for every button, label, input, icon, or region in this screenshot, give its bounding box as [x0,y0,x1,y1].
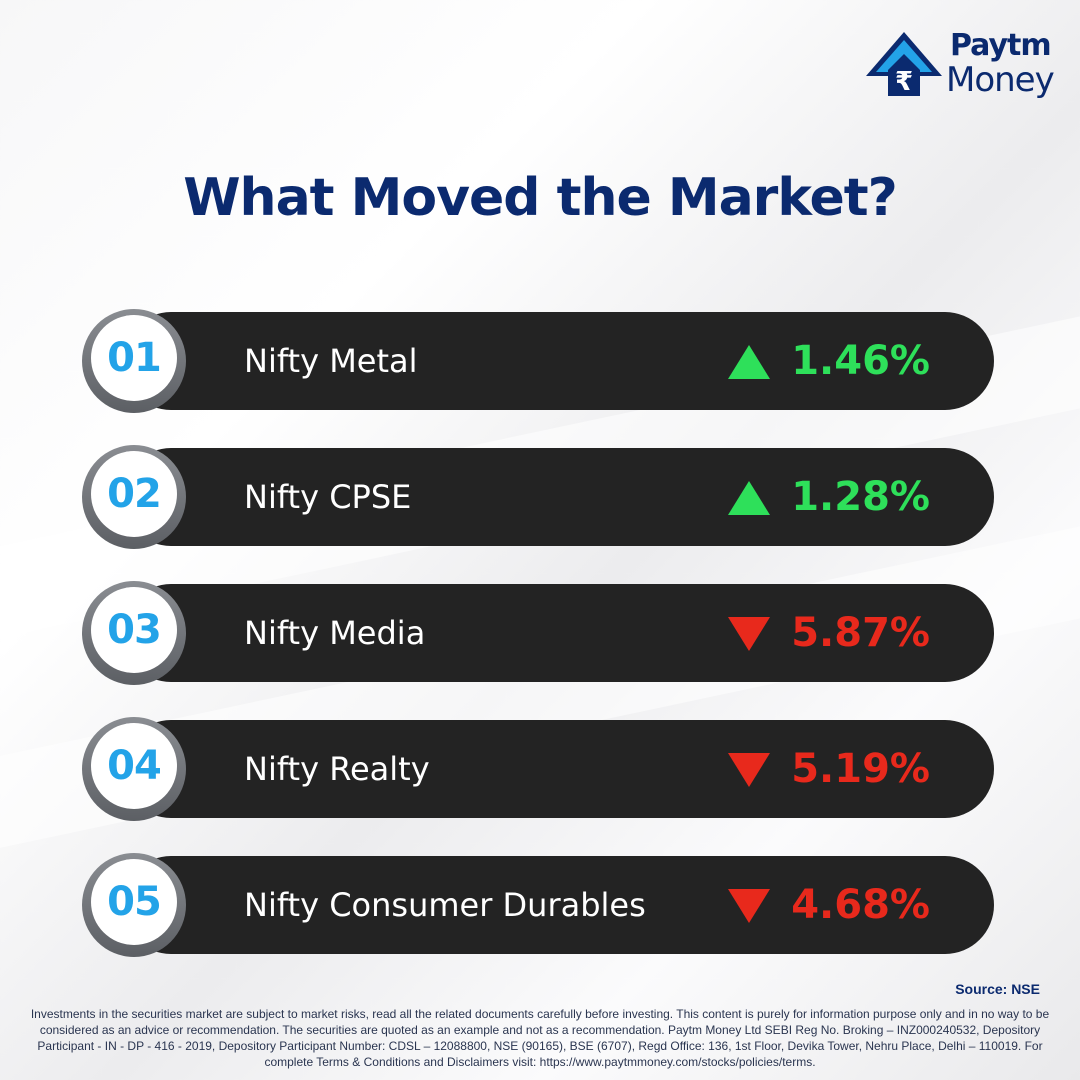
up-arrow-icon [728,481,770,515]
rank-number: 02 [91,451,177,537]
rank-number: 04 [91,723,177,809]
change-value: 1.46% [791,338,930,384]
change-value: 5.19% [791,746,930,792]
list-item: 05 Nifty Consumer Durables 4.68% [82,853,994,957]
index-name: Nifty Metal [244,342,418,380]
change-value: 1.28% [791,474,930,520]
rank-badge: 04 [82,717,186,821]
row-bar [122,448,994,546]
row-bar [122,856,994,954]
index-name: Nifty Consumer Durables [244,886,646,924]
down-arrow-icon [728,617,770,651]
rank-badge: 02 [82,445,186,549]
down-arrow-icon [728,753,770,787]
rupee-roof-icon: ₹ [866,32,942,97]
page-title: What Moved the Market? [183,168,898,228]
rank-badge: 05 [82,853,186,957]
brand-name-bottom: Money [946,60,1055,100]
disclaimer-text: Investments in the securities market are… [30,1007,1050,1069]
index-name: Nifty Media [244,614,426,652]
list-item: 01 Nifty Metal 1.46% [82,309,994,413]
list-item: 04 Nifty Realty 5.19% [82,717,994,821]
rank-number: 05 [91,859,177,945]
rank-number: 03 [91,587,177,673]
list-item: 03 Nifty Media 5.87% [82,581,994,685]
row-bar [122,584,994,682]
down-arrow-icon [728,889,770,923]
source-note: Source: NSE [955,981,1040,997]
change-value: 4.68% [791,882,930,928]
rank-badge: 03 [82,581,186,685]
list-item: 02 Nifty CPSE 1.28% [82,445,994,549]
change-value: 5.87% [791,610,930,656]
svg-text:₹: ₹ [895,67,913,97]
brand-name-top: Paytm [950,28,1052,63]
rank-number: 01 [91,315,177,401]
up-arrow-icon [728,345,770,379]
rank-badge: 01 [82,309,186,413]
row-bar [122,312,994,410]
row-bar [122,720,994,818]
index-name: Nifty CPSE [244,478,412,516]
paytm-money-logo: ₹ Paytm Money [866,26,1056,106]
index-name: Nifty Realty [244,750,430,788]
market-movers-list: 01 Nifty Metal 1.46% 02 Nifty CPSE 1.28%… [82,309,994,992]
